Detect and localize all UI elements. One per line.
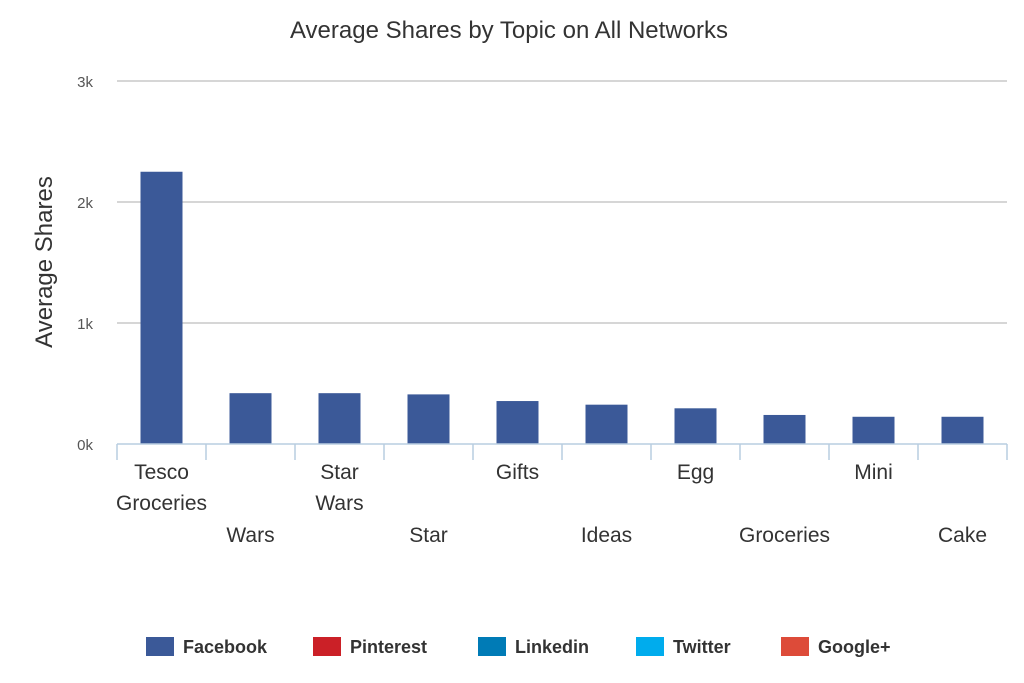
x-tick-label: Tesco (134, 461, 189, 484)
x-tick-label: Groceries (116, 492, 207, 515)
bar-facebook[interactable] (941, 416, 984, 444)
x-tick-label: Groceries (739, 524, 830, 547)
legend-swatch (478, 637, 506, 656)
bar-facebook[interactable] (585, 404, 628, 444)
bar-facebook[interactable] (407, 394, 450, 444)
chart-title: Average Shares by Topic on All Networks (290, 17, 728, 44)
x-tick-label: Ideas (581, 524, 632, 547)
x-tick-label: Star (409, 524, 448, 547)
legend-label: Pinterest (350, 637, 427, 657)
legend-item-google-[interactable]: Google+ (781, 637, 891, 657)
x-tick-label: Wars (315, 492, 363, 515)
bars (140, 171, 984, 444)
bar-facebook[interactable] (140, 171, 183, 444)
bar-facebook[interactable] (318, 393, 361, 444)
y-tick-label: 0k (77, 437, 93, 454)
legend-label: Facebook (183, 637, 268, 657)
y-axis-label: Average Shares (31, 176, 58, 348)
x-tick-label: Wars (226, 524, 274, 547)
legend-swatch (313, 637, 341, 656)
legend-label: Google+ (818, 637, 891, 657)
y-tick-label: 2k (77, 195, 93, 212)
legend[interactable]: Facebook Pinterest Linkedin Twitter Google+ (146, 637, 891, 657)
bar-facebook[interactable] (674, 408, 717, 444)
bar-facebook[interactable] (229, 393, 272, 444)
legend-item-facebook[interactable]: Facebook (146, 637, 268, 657)
bar-facebook[interactable] (852, 416, 895, 444)
y-tick-label: 1k (77, 316, 93, 333)
y-axis-ticks: 0k 1k 2k 3k (77, 74, 93, 454)
legend-label: Twitter (673, 637, 731, 657)
x-tick-label: Egg (677, 461, 714, 484)
legend-swatch (781, 637, 809, 656)
x-tick-label: Mini (854, 461, 893, 484)
legend-item-pinterest[interactable]: Pinterest (313, 637, 427, 657)
gridlines (117, 80, 1007, 324)
x-axis-ticks: Tesco Groceries Wars Star Wars Star Gifts Ideas… (116, 461, 987, 547)
x-tick-label: Cake (938, 524, 987, 547)
legend-item-twitter[interactable]: Twitter (636, 637, 731, 657)
x-tick-label: Star (320, 461, 359, 484)
x-axis (116, 443, 1008, 460)
legend-label: Linkedin (515, 637, 589, 657)
y-tick-label: 3k (77, 74, 93, 91)
bar-facebook[interactable] (496, 401, 539, 444)
legend-swatch (636, 637, 664, 656)
x-tick-label: Gifts (496, 461, 539, 484)
bar-facebook[interactable] (763, 414, 806, 444)
legend-item-linkedin[interactable]: Linkedin (478, 637, 589, 657)
legend-swatch (146, 637, 174, 656)
